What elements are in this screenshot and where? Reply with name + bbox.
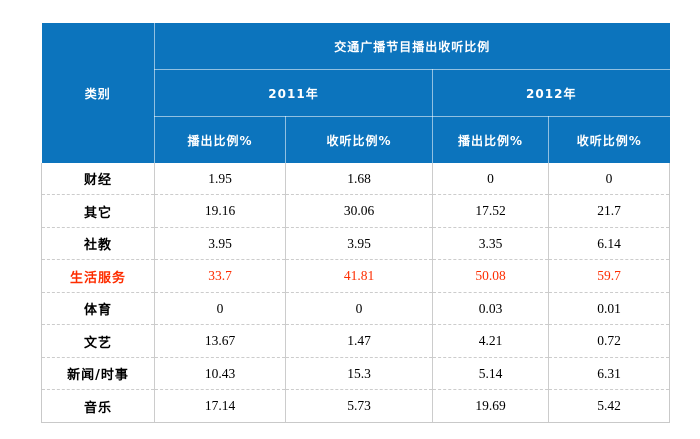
header-row-metrics: 播出比例% 收听比例% 播出比例% 收听比例%: [42, 116, 670, 163]
value-cell: 17.52: [432, 194, 549, 228]
header-row-title: 类别 交通广播节目播出收听比例: [41, 23, 670, 163]
table-row: 其它 19.16 30.06 17.52 21.7: [41, 194, 671, 228]
value-cell: 17.14: [154, 389, 286, 423]
value-cell: 0: [432, 163, 549, 196]
value-cell: 0.01: [547, 292, 671, 326]
value-cell: 0: [285, 292, 433, 326]
year-header-2011: 2011年: [154, 69, 433, 117]
value-cell: 3.35: [432, 227, 549, 261]
value-cell: 41.81: [285, 259, 433, 293]
value-cell: 1.95: [154, 163, 286, 196]
subheader-2011-listen-ratio: 收听比例%: [285, 116, 433, 163]
year-header-2012: 2012年: [431, 69, 670, 117]
table-row: 社教 3.95 3.95 3.35 6.14: [41, 227, 671, 261]
value-cell: 21.7: [547, 194, 671, 228]
table-title: 交通广播节目播出收听比例: [153, 23, 670, 70]
value-cell: 0: [547, 163, 671, 196]
table-row: 音乐 17.14 5.73 19.69 5.42: [41, 389, 671, 423]
table-row: 体育 0 0 0.03 0.01: [41, 292, 671, 326]
value-cell: 19.69: [432, 389, 549, 423]
category-cell: 体育: [41, 292, 155, 326]
category-cell: 社教: [41, 227, 155, 261]
table-row: 文艺 13.67 1.47 4.21 0.72: [41, 324, 671, 358]
subheader-2012-listen-ratio: 收听比例%: [547, 116, 670, 163]
value-cell: 0.72: [547, 324, 671, 358]
value-cell: 5.73: [285, 389, 433, 423]
broadcast-ratio-table: 类别 交通广播节目播出收听比例 2011年 2012年 播出比例% 收听比例% …: [41, 23, 671, 423]
value-cell: 13.67: [154, 324, 286, 358]
value-cell: 30.06: [285, 194, 433, 228]
table-header: 类别 交通广播节目播出收听比例 2011年 2012年 播出比例% 收听比例% …: [41, 23, 670, 163]
value-cell: 59.7: [547, 259, 671, 293]
value-cell: 4.21: [432, 324, 549, 358]
value-cell: 0.03: [432, 292, 549, 326]
category-cell: 其它: [41, 194, 155, 228]
value-cell: 6.31: [547, 357, 671, 391]
value-cell: 15.3: [285, 357, 433, 391]
table-row: 新闻/时事 10.43 15.3 5.14 6.31: [41, 357, 671, 391]
subheader-2011-broadcast-ratio: 播出比例%: [154, 116, 286, 163]
value-cell: 3.95: [285, 227, 433, 261]
table-row: 财经 1.95 1.68 0 0: [41, 163, 671, 196]
category-cell: 生活服务: [41, 259, 155, 293]
value-cell: 0: [154, 292, 286, 326]
category-cell: 音乐: [41, 389, 155, 423]
value-cell: 33.7: [154, 259, 286, 293]
category-cell: 财经: [41, 163, 155, 196]
category-cell: 新闻/时事: [41, 357, 155, 391]
subheader-2012-broadcast-ratio: 播出比例%: [432, 116, 549, 163]
header-row-years: 2011年 2012年: [42, 69, 670, 117]
value-cell: 6.14: [547, 227, 671, 261]
table-row-highlighted: 生活服务 33.7 41.81 50.08 59.7: [41, 259, 671, 293]
category-cell: 文艺: [41, 324, 155, 358]
value-cell: 3.95: [154, 227, 286, 261]
value-cell: 5.14: [432, 357, 549, 391]
value-cell: 19.16: [154, 194, 286, 228]
value-cell: 1.68: [285, 163, 433, 196]
value-cell: 5.42: [547, 389, 671, 423]
value-cell: 1.47: [285, 324, 433, 358]
category-column-header: 类别: [41, 23, 155, 163]
value-cell: 10.43: [154, 357, 286, 391]
value-cell: 50.08: [432, 259, 549, 293]
table-body: 财经 1.95 1.68 0 0 其它 19.16 30.06 17.52 21…: [41, 163, 671, 423]
